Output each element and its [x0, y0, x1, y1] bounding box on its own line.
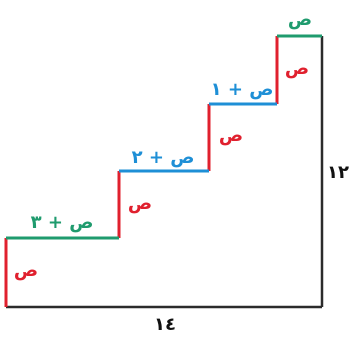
- riser-4-label: ص: [285, 58, 309, 79]
- height-label: ١٢: [327, 162, 349, 183]
- tread-top-label: ص: [288, 9, 312, 30]
- riser-2-label: ص: [128, 193, 152, 214]
- riser-3-label: ص: [219, 125, 243, 146]
- tread-2-label: ص + ٢: [132, 147, 195, 168]
- riser-1-label: ص: [14, 260, 38, 281]
- tread-3-label: ص + ١: [211, 79, 274, 100]
- tread-1-label: ص + ٣: [31, 212, 94, 233]
- base-label: ١٤: [154, 314, 176, 335]
